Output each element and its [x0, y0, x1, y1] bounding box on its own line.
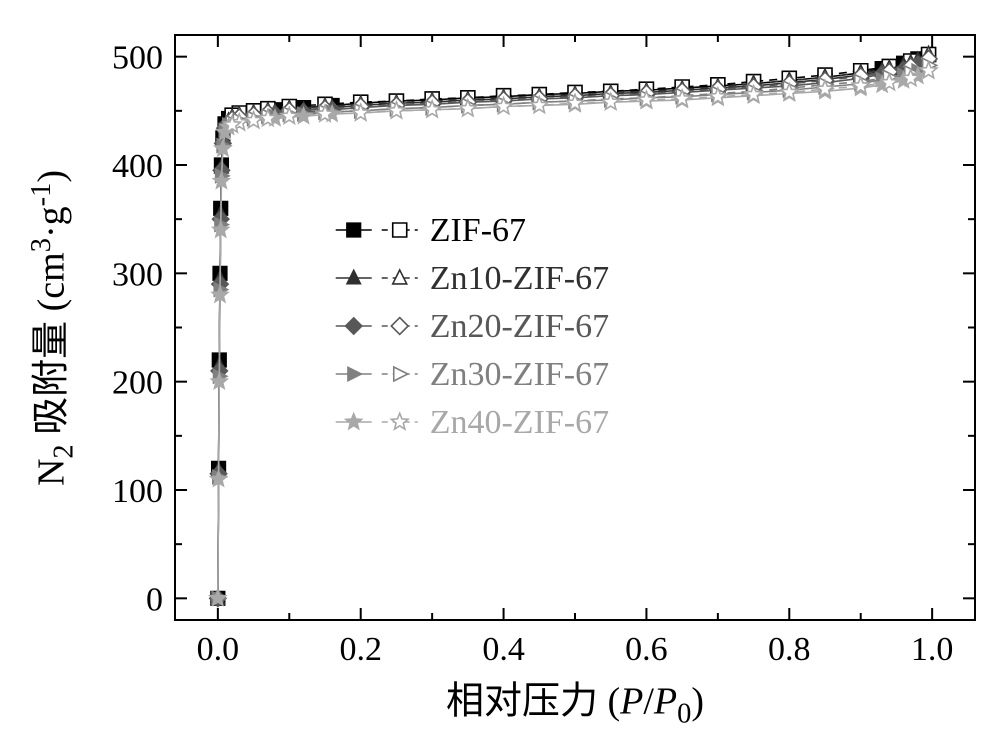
svg-text:Zn30-ZIF-67: Zn30-ZIF-67 [430, 356, 609, 393]
svg-text:Zn10-ZIF-67: Zn10-ZIF-67 [430, 260, 609, 297]
svg-text:Zn40-ZIF-67: Zn40-ZIF-67 [430, 404, 609, 441]
svg-text:0.2: 0.2 [339, 631, 382, 668]
svg-text:Zn20-ZIF-67: Zn20-ZIF-67 [430, 308, 609, 345]
svg-text:0.6: 0.6 [625, 631, 668, 668]
svg-text:500: 500 [112, 40, 163, 77]
svg-text:0.8: 0.8 [768, 631, 811, 668]
svg-text:ZIF-67: ZIF-67 [430, 212, 526, 249]
svg-text:0.0: 0.0 [197, 631, 240, 668]
svg-text:200: 200 [112, 365, 163, 402]
chart-svg: 0.0 0.2 0.4 0.6 0.8 1.0 0 100 200 300 400 500 ZIF-67… [0, 0, 1000, 733]
svg-text:0.4: 0.4 [482, 631, 525, 668]
svg-text:400: 400 [112, 148, 163, 185]
n2-adsorption-chart: 0.0 0.2 0.4 0.6 0.8 1.0 0 100 200 300 400 500 ZIF-67… [0, 0, 1000, 733]
y-axis-label: N2 吸附量 (cm3·g-1) [20, 169, 81, 485]
x-axis-label: 相对压力 (P/P0) [446, 670, 704, 731]
svg-text:100: 100 [112, 473, 163, 510]
svg-text:0: 0 [146, 581, 163, 618]
svg-text:300: 300 [112, 256, 163, 293]
svg-text:1.0: 1.0 [911, 631, 954, 668]
